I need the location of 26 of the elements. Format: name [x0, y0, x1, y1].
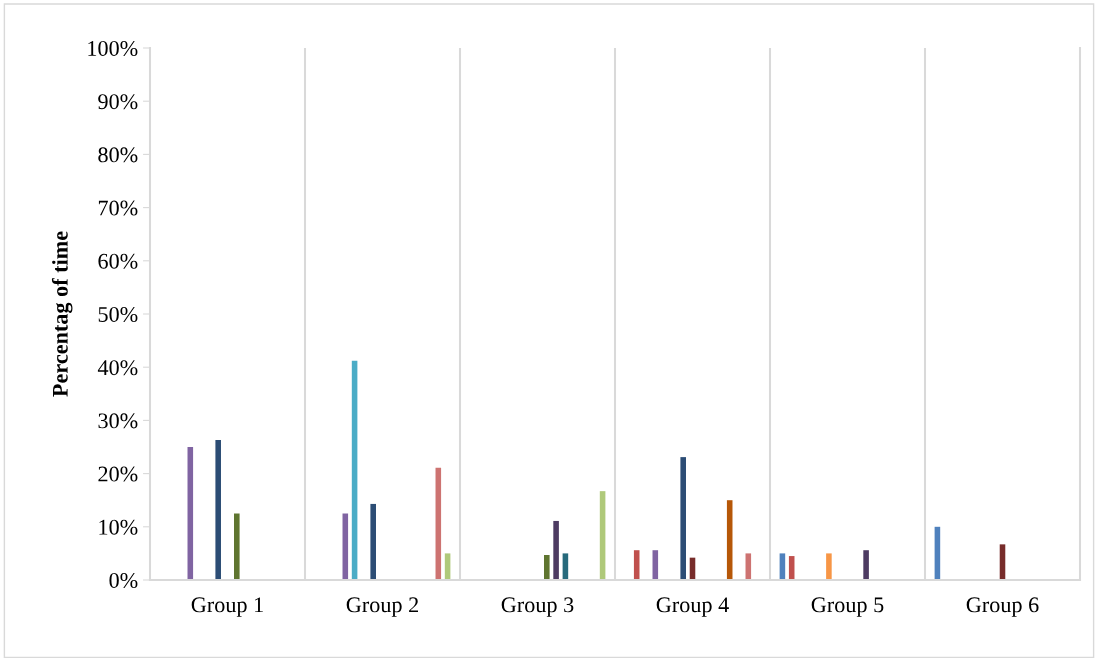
- y-axis-title: Percentag of time: [51, 231, 73, 397]
- x-tick-label: Group 6: [966, 597, 1039, 617]
- y-tick-label: 0%: [109, 572, 138, 588]
- x-tick-label: Group 3: [501, 597, 574, 617]
- x-tick-label: Group 1: [191, 597, 263, 617]
- bar: [370, 503, 376, 580]
- x-tick-label: Group 2: [346, 597, 418, 617]
- y-tick-label: 20%: [98, 466, 138, 482]
- y-tick-label: 40%: [97, 360, 138, 376]
- bar: [863, 550, 869, 580]
- y-tick-label: 50%: [98, 306, 138, 322]
- bar: [234, 513, 240, 580]
- bar: [826, 553, 832, 580]
- y-tick-label: 100%: [88, 40, 138, 56]
- y-tick-label: 80%: [98, 147, 138, 163]
- bar: [680, 457, 686, 580]
- bar: [544, 555, 550, 580]
- y-tick-label: 60%: [98, 253, 138, 269]
- y-tick-label: 90%: [98, 94, 138, 110]
- y-tick-label: 70%: [98, 200, 138, 216]
- y-tick-label: 30%: [98, 413, 138, 429]
- x-tick-label: Group 5: [811, 597, 884, 617]
- y-tick-label: 10%: [99, 519, 138, 535]
- x-tick-label: Group 4: [656, 597, 729, 617]
- bar: [553, 520, 559, 580]
- bar: [215, 440, 221, 580]
